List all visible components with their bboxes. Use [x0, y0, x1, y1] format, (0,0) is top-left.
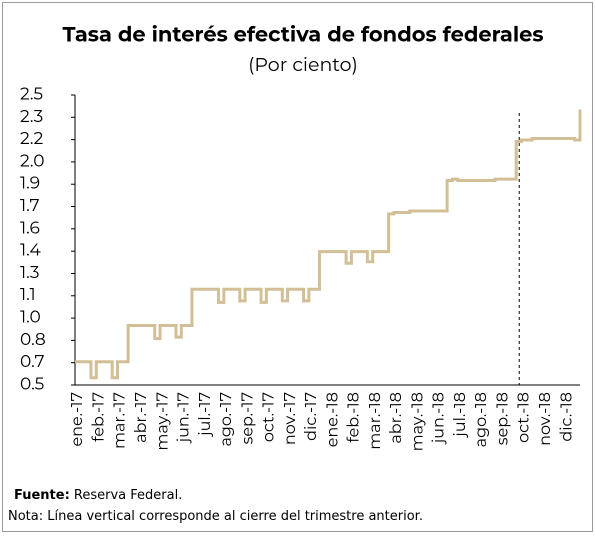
y-tick-label: 1.6 [20, 218, 40, 238]
x-tick-label: feb.-17 [89, 392, 108, 442]
y-tick-label: 1.0 [20, 308, 41, 328]
y-tick-label: 2.5 [20, 84, 43, 104]
x-tick-label: oct.-18 [515, 392, 534, 443]
x-tick-label: jun.-18 [430, 392, 449, 445]
x-tick-label: sep.-17 [238, 392, 257, 444]
x-tick-label: dic.-17 [302, 392, 321, 441]
source-label: Fuente: [14, 488, 70, 503]
x-tick-label: ene.-17 [68, 392, 87, 446]
chart-title: Tasa de interés efectiva de fondos feder… [62, 23, 543, 48]
x-tick-label: ago.-17 [217, 392, 236, 447]
source: Fuente: Reserva Federal. [14, 488, 182, 503]
x-tick-label: oct.-17 [260, 392, 279, 442]
x-tick-label: ene.-18 [323, 392, 342, 447]
y-tick-label: 1.3 [20, 263, 40, 283]
x-tick-label: sep.-18 [493, 392, 512, 445]
x-tick-label: abr.-17 [132, 392, 151, 443]
y-tick-label: 0.7 [20, 352, 44, 372]
y-tick-label: 0.5 [20, 374, 44, 394]
x-tick-label: abr.-18 [387, 392, 406, 444]
frame [2, 2, 593, 532]
y-tick-label: 1.7 [20, 196, 40, 216]
x-tick-label: dic.-18 [557, 392, 576, 442]
y-tick-label: 1.4 [20, 241, 41, 261]
x-tick-label: ago.-18 [472, 392, 491, 447]
line-series [75, 109, 582, 380]
x-tick-label: nov.-17 [281, 392, 300, 445]
source-text: Reserva Federal. [69, 488, 183, 503]
y-tick-label: 0.8 [20, 330, 46, 350]
y-tick-label: 2.3 [20, 107, 43, 127]
x-tick-label: jun.-17 [175, 392, 194, 444]
x-tick-label: jul.-18 [451, 392, 470, 439]
x-tick-label: mar.-18 [366, 392, 385, 450]
y-tick-label: 1.9 [20, 174, 40, 194]
x-tick-label: nov.-18 [536, 392, 555, 446]
note: Nota: Línea vertical corresponde al cier… [8, 509, 423, 524]
chart-subtitle: (Por ciento) [248, 53, 358, 76]
x-tick-label: may.-17 [153, 392, 172, 451]
x-tick-label: may.-18 [408, 392, 427, 451]
y-tick-label: 2.2 [20, 129, 44, 149]
y-tick-label: 2.0 [20, 151, 45, 171]
y-tick-label: 1.1 [20, 285, 36, 305]
x-tick-label: jul.-17 [196, 392, 215, 438]
x-tick-label: mar.-17 [111, 392, 130, 449]
x-tick-label: feb.-18 [345, 392, 364, 443]
